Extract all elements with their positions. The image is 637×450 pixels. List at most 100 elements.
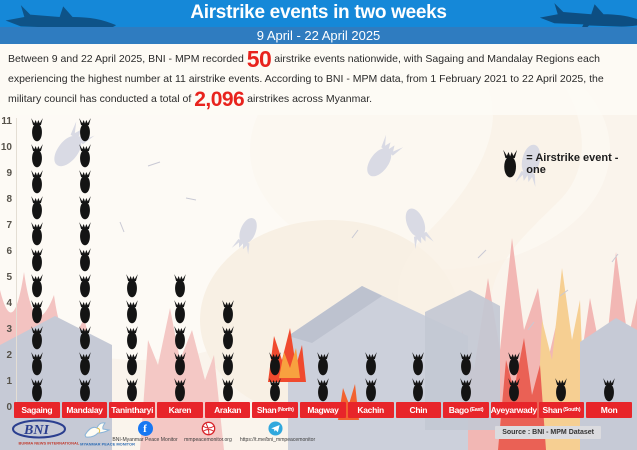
bomb-icon [267,352,284,376]
x-axis-label: Sagaing [14,402,60,418]
y-axis-tick: 0 [6,402,12,413]
intro-paragraph: Between 9 and 22 April 2025, BNI - MPM r… [0,44,637,115]
bomb-icon [219,326,236,350]
bomb-icon [267,378,284,402]
peace-monitor-logo: MYANMAR PEACE MONITOR [72,420,135,449]
bomb-icon [505,352,522,376]
facebook-contact: f BNI-Myanmar Peace Monitor [101,421,189,444]
bomb-icon [28,144,45,168]
chart-column: Shan (North) [252,112,299,418]
bomb-icon [171,300,188,324]
source-badge: Source : BNI - MPM Dataset [495,426,601,439]
x-axis-label: Mon [586,402,632,418]
y-axis-tick: 7 [6,220,12,231]
dove-icon [84,422,111,438]
bomb-icon [219,300,236,324]
y-axis: 0 1 2 3 4 5 6 7 8 9 10 11 [0,112,17,418]
x-axis-label: Ayeyarwady [491,402,537,418]
bomb-icon [553,378,570,402]
chart-column: Karen [157,112,203,418]
chart-column: Bago (East) [443,112,489,418]
y-axis-tick: 8 [6,194,12,205]
x-axis-label: Shan (South) [538,402,585,418]
x-axis-label: Arakan [204,402,251,418]
bomb-icon [124,352,141,376]
chart-column: Magway [300,112,346,418]
bomb-icon [410,352,427,376]
bni-caption: BURMA NEWS INTERNATIONAL [18,442,80,446]
bomb-icon [362,378,379,402]
y-axis-tick: 2 [6,350,12,361]
bomb-icon [458,378,475,402]
bomb-icon [124,378,141,402]
facebook-icon: f [137,421,153,436]
x-axis-label: Mandalay [61,402,108,418]
y-axis-tick: 6 [6,246,12,257]
chart-column: Shan (South) [538,112,585,418]
subtitle-band [0,27,637,44]
bomb-legend-icon [500,149,520,179]
bomb-icon [458,352,475,376]
jet-icon [539,3,637,38]
bomb-icon [76,326,93,350]
footer: BNI BURMA NEWS INTERNATIONAL MYANMAR PEA… [0,418,637,450]
chart-column: Ayeyarwady [491,112,537,418]
x-axis-label: Tanintharyi [109,402,156,418]
bomb-icon [28,326,45,350]
y-axis-tick: 10 [0,142,12,153]
bomb-icon [28,274,45,298]
bomb-icon [28,222,45,246]
bomb-icon [171,352,188,376]
bomb-icon [410,378,427,402]
intro-text-3: airstrikes across Myanmar. [244,93,373,105]
bomb-icon [76,274,93,298]
y-axis-tick: 9 [6,168,12,179]
intro-text-1: Between 9 and 22 April 2025, BNI - MPM r… [8,53,247,65]
y-axis-tick: 3 [6,324,12,335]
debris-scratches [119,161,619,331]
bomb-icon [28,118,45,142]
bomb-icon [76,144,93,168]
website-label: mmpeacemonitor.org [184,437,232,443]
facebook-label: BNI-Myanmar Peace Monitor [112,437,178,443]
chart-column: Tanintharyi [109,112,156,418]
bomb-icon [76,300,93,324]
chart-column: Chin [395,112,442,418]
jet-icon [5,5,117,42]
telegram-contact: https://t.me/bni_mmpeacemonitor [230,421,320,444]
x-axis-label: Chin [395,402,442,418]
intro-text-2: airstrike events nationwide, with Sagain… [8,53,604,105]
header: Airstrike events in two weeks 9 April - … [0,0,637,44]
chart-column: Arakan [204,112,251,418]
bomb-icon [505,378,522,402]
x-axis-label: Karen [157,402,203,418]
bomb-icon [76,196,93,220]
mpm-caption: MYANMAR PEACE MONITOR [80,443,135,447]
bomb-icon [362,352,379,376]
y-axis-tick: 5 [6,272,12,283]
chart-legend: = Airstrike event - one [500,149,637,179]
bomb-icon [124,300,141,324]
chart-column: Mandalay [61,112,108,418]
chart-column: Mon [586,112,632,418]
bomb-icon [28,300,45,324]
bomb-icon [76,352,93,376]
bni-logo-icon: BNI [12,419,66,439]
telegram-icon [267,421,283,436]
bomb-icon [76,222,93,246]
bomb-icon [314,352,331,376]
bomb-icon [171,326,188,350]
bomb-icon [124,274,141,298]
bomb-icon [28,352,45,376]
bomb-icon [28,248,45,272]
website-icon [201,421,215,436]
chart-column: Kachin [347,112,394,418]
bomb-icon [28,378,45,402]
bomb-icon [76,170,93,194]
bomb-icon [314,378,331,402]
website-contact: mmpeacemonitor.org [168,421,248,444]
bomb-icon [171,378,188,402]
bomb-icon [601,378,618,402]
svg-text:BNI: BNI [23,423,49,438]
page-title: Airstrike events in two weeks [190,2,447,23]
